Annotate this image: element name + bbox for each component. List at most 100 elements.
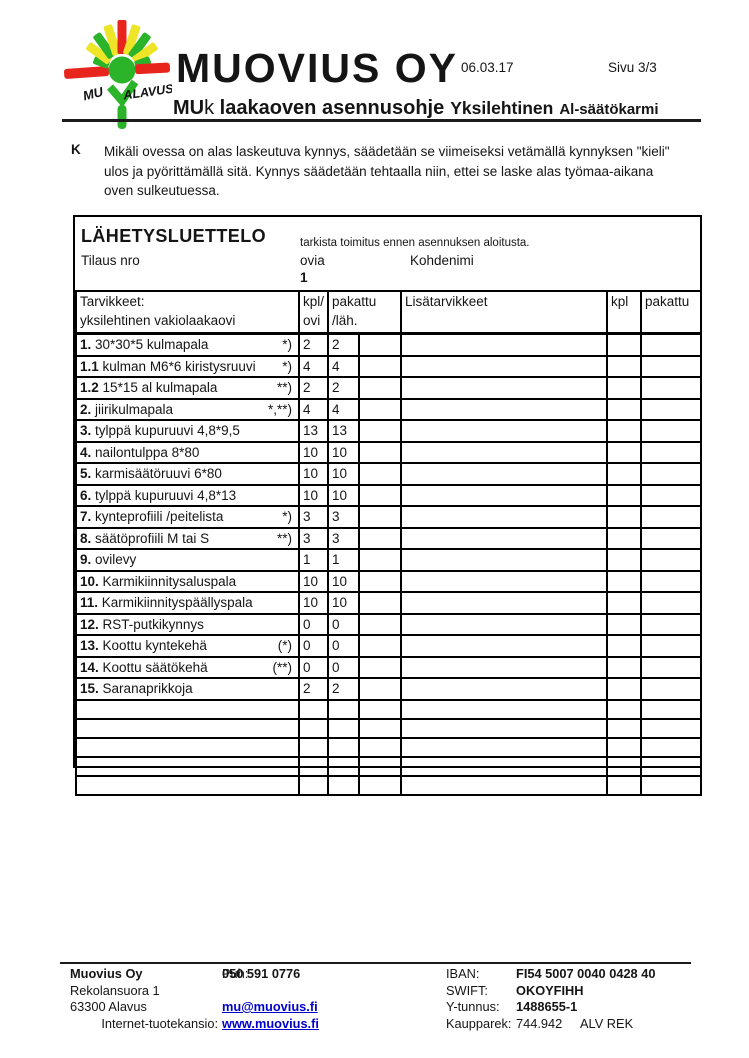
item-extras-packed-cell xyxy=(640,440,703,464)
item-extras-packed-cell xyxy=(640,634,703,658)
item-mark: *,**) xyxy=(267,401,292,417)
item-name: 30*30*5 kulmapala xyxy=(95,337,209,352)
item-number: 15. xyxy=(80,681,99,696)
table-row: 1.1 kulman M6*6 kiristysruuvi *) 4 4 xyxy=(75,354,703,378)
item-qty-per-door: 2 xyxy=(298,677,329,701)
item-extras-qty-cell xyxy=(606,332,643,357)
item-mark: (**) xyxy=(272,659,293,675)
item-qty-per-door: 2 xyxy=(298,376,329,400)
item-spare-cell xyxy=(357,548,403,572)
company-title: MUOVIUS OY xyxy=(176,45,458,91)
email-link[interactable]: mu@muovius.fi xyxy=(222,999,318,1014)
col-header-qty-per-door: kpl/ ovi xyxy=(298,290,329,335)
item-number: 13. xyxy=(80,638,99,653)
item-packed-qty: 3 xyxy=(327,505,360,529)
order-number-label: Tilaus nro xyxy=(81,253,140,268)
item-packed-qty: 10 xyxy=(327,462,360,486)
item-packed-qty: 0 xyxy=(327,634,360,658)
table-row: 6. tylppä kupuruuvi 4,8*13 10 10 xyxy=(75,483,703,507)
item-extras-qty-cell xyxy=(606,462,643,486)
item-number: 10. xyxy=(80,573,99,589)
item-extras-qty-cell xyxy=(606,397,643,421)
item-spare-cell xyxy=(357,332,403,357)
col-header-packed: pakattu /läh. xyxy=(326,290,403,335)
item-spare-cell xyxy=(357,462,403,486)
item-extras-packed-cell xyxy=(640,376,703,400)
item-packed-qty: 13 xyxy=(327,419,360,443)
item-packed-qty: 0 xyxy=(327,612,360,636)
logo-text-right: ALAVUS xyxy=(121,82,172,103)
item-qty-per-door: 4 xyxy=(298,397,329,421)
item-packed-qty: 2 xyxy=(327,376,360,400)
item-extras-qty-cell xyxy=(606,483,643,507)
item-extras-qty-cell xyxy=(606,677,643,701)
item-extras-qty-cell xyxy=(606,440,643,464)
item-extras-cell xyxy=(400,569,609,593)
item-extras-cell xyxy=(400,462,609,486)
item-packed-qty: 2 xyxy=(327,332,360,357)
logo-text-left: MU xyxy=(81,84,105,104)
item-extras-cell xyxy=(400,548,609,572)
item-extras-packed-cell xyxy=(640,505,703,529)
table-row: 1.2 15*15 al kulmapala **) 2 2 xyxy=(75,376,703,400)
item-extras-cell xyxy=(400,634,609,658)
footer-divider xyxy=(60,962,691,964)
col-header-qty2: kpl xyxy=(606,290,643,335)
iban-label: IBAN: xyxy=(446,966,480,981)
footer-postal-city: 63300 Alavus xyxy=(70,999,147,1014)
check-delivery-note: tarkista toimitus ennen asennuksen aloit… xyxy=(300,237,530,249)
document-date: 06.03.17 xyxy=(461,60,514,75)
item-extras-cell xyxy=(400,419,609,443)
item-name: nailontulppa 8*80 xyxy=(95,444,200,460)
trade-register-value: 744.942 xyxy=(516,1015,563,1031)
item-extras-cell xyxy=(400,483,609,507)
item-extras-qty-cell xyxy=(606,591,643,615)
item-qty-per-door: 10 xyxy=(298,462,329,486)
internet-catalog-label: Internet-tuotekansio: xyxy=(101,1015,218,1031)
table-row: 2. jiirikulmapala *,**) 4 4 xyxy=(75,397,703,421)
item-extras-qty-cell xyxy=(606,569,643,593)
header-divider xyxy=(62,119,701,122)
parts-table: Tarvikkeet: yksilehtinen vakiolaakaovi k… xyxy=(75,290,703,796)
item-mark: *) xyxy=(282,509,292,524)
phone-value: 050 591 0776 xyxy=(222,966,301,981)
item-spare-cell xyxy=(357,677,403,701)
item-name: Karmikiinnityspäällyspala xyxy=(101,595,253,610)
table-row: 14. Koottu säätökehä (**) 0 0 xyxy=(75,655,703,679)
item-extras-qty-cell xyxy=(606,526,643,550)
item-extras-qty-cell xyxy=(606,376,643,400)
item-qty-per-door: 10 xyxy=(298,483,329,507)
item-extras-qty-cell xyxy=(606,634,643,658)
item-extras-cell xyxy=(400,332,609,357)
item-name: säätöprofiili M tai S xyxy=(95,530,210,546)
item-extras-qty-cell xyxy=(606,505,643,529)
item-extras-cell xyxy=(400,354,609,378)
table-row: 9. ovilevy 1 1 xyxy=(75,548,703,572)
item-qty-per-door: 0 xyxy=(298,634,329,658)
note-step-letter: K xyxy=(71,142,81,157)
items-tbody: 1. 30*30*5 kulmapala *) 2 2 1.1 kulman M6… xyxy=(75,332,703,796)
item-qty-per-door: 10 xyxy=(298,591,329,615)
item-name: 15*15 al kulmapala xyxy=(102,380,218,395)
item-spare-cell xyxy=(357,591,403,615)
empty-table-row xyxy=(75,774,703,796)
item-extras-packed-cell xyxy=(640,354,703,378)
item-number: 8. xyxy=(80,530,92,546)
item-extras-qty-cell xyxy=(606,612,643,636)
item-name: kynteprofiili /peitelista xyxy=(95,509,224,524)
item-packed-qty: 1 xyxy=(327,548,360,572)
item-packed-qty: 2 xyxy=(327,677,360,701)
swift-label: SWIFT: xyxy=(446,982,488,998)
item-extras-cell xyxy=(400,526,609,550)
page-number: Sivu 3/3 xyxy=(608,60,657,75)
item-number: 1.1 xyxy=(80,358,99,374)
website-link[interactable]: www.muovius.fi xyxy=(222,1015,319,1031)
document-subtitle: MUk laakaoven asennusohje Yksilehtinen Al-… xyxy=(173,97,659,120)
table-row: 8. säätöprofiili M tai S **) 3 3 xyxy=(75,526,703,550)
item-extras-packed-cell xyxy=(640,677,703,701)
item-name: tylppä kupuruuvi 4,8*9,5 xyxy=(95,423,240,438)
item-number: 7. xyxy=(80,509,92,524)
iban-value: FI54 5007 0040 0428 40 xyxy=(516,966,656,981)
empty-table-row xyxy=(75,717,703,739)
